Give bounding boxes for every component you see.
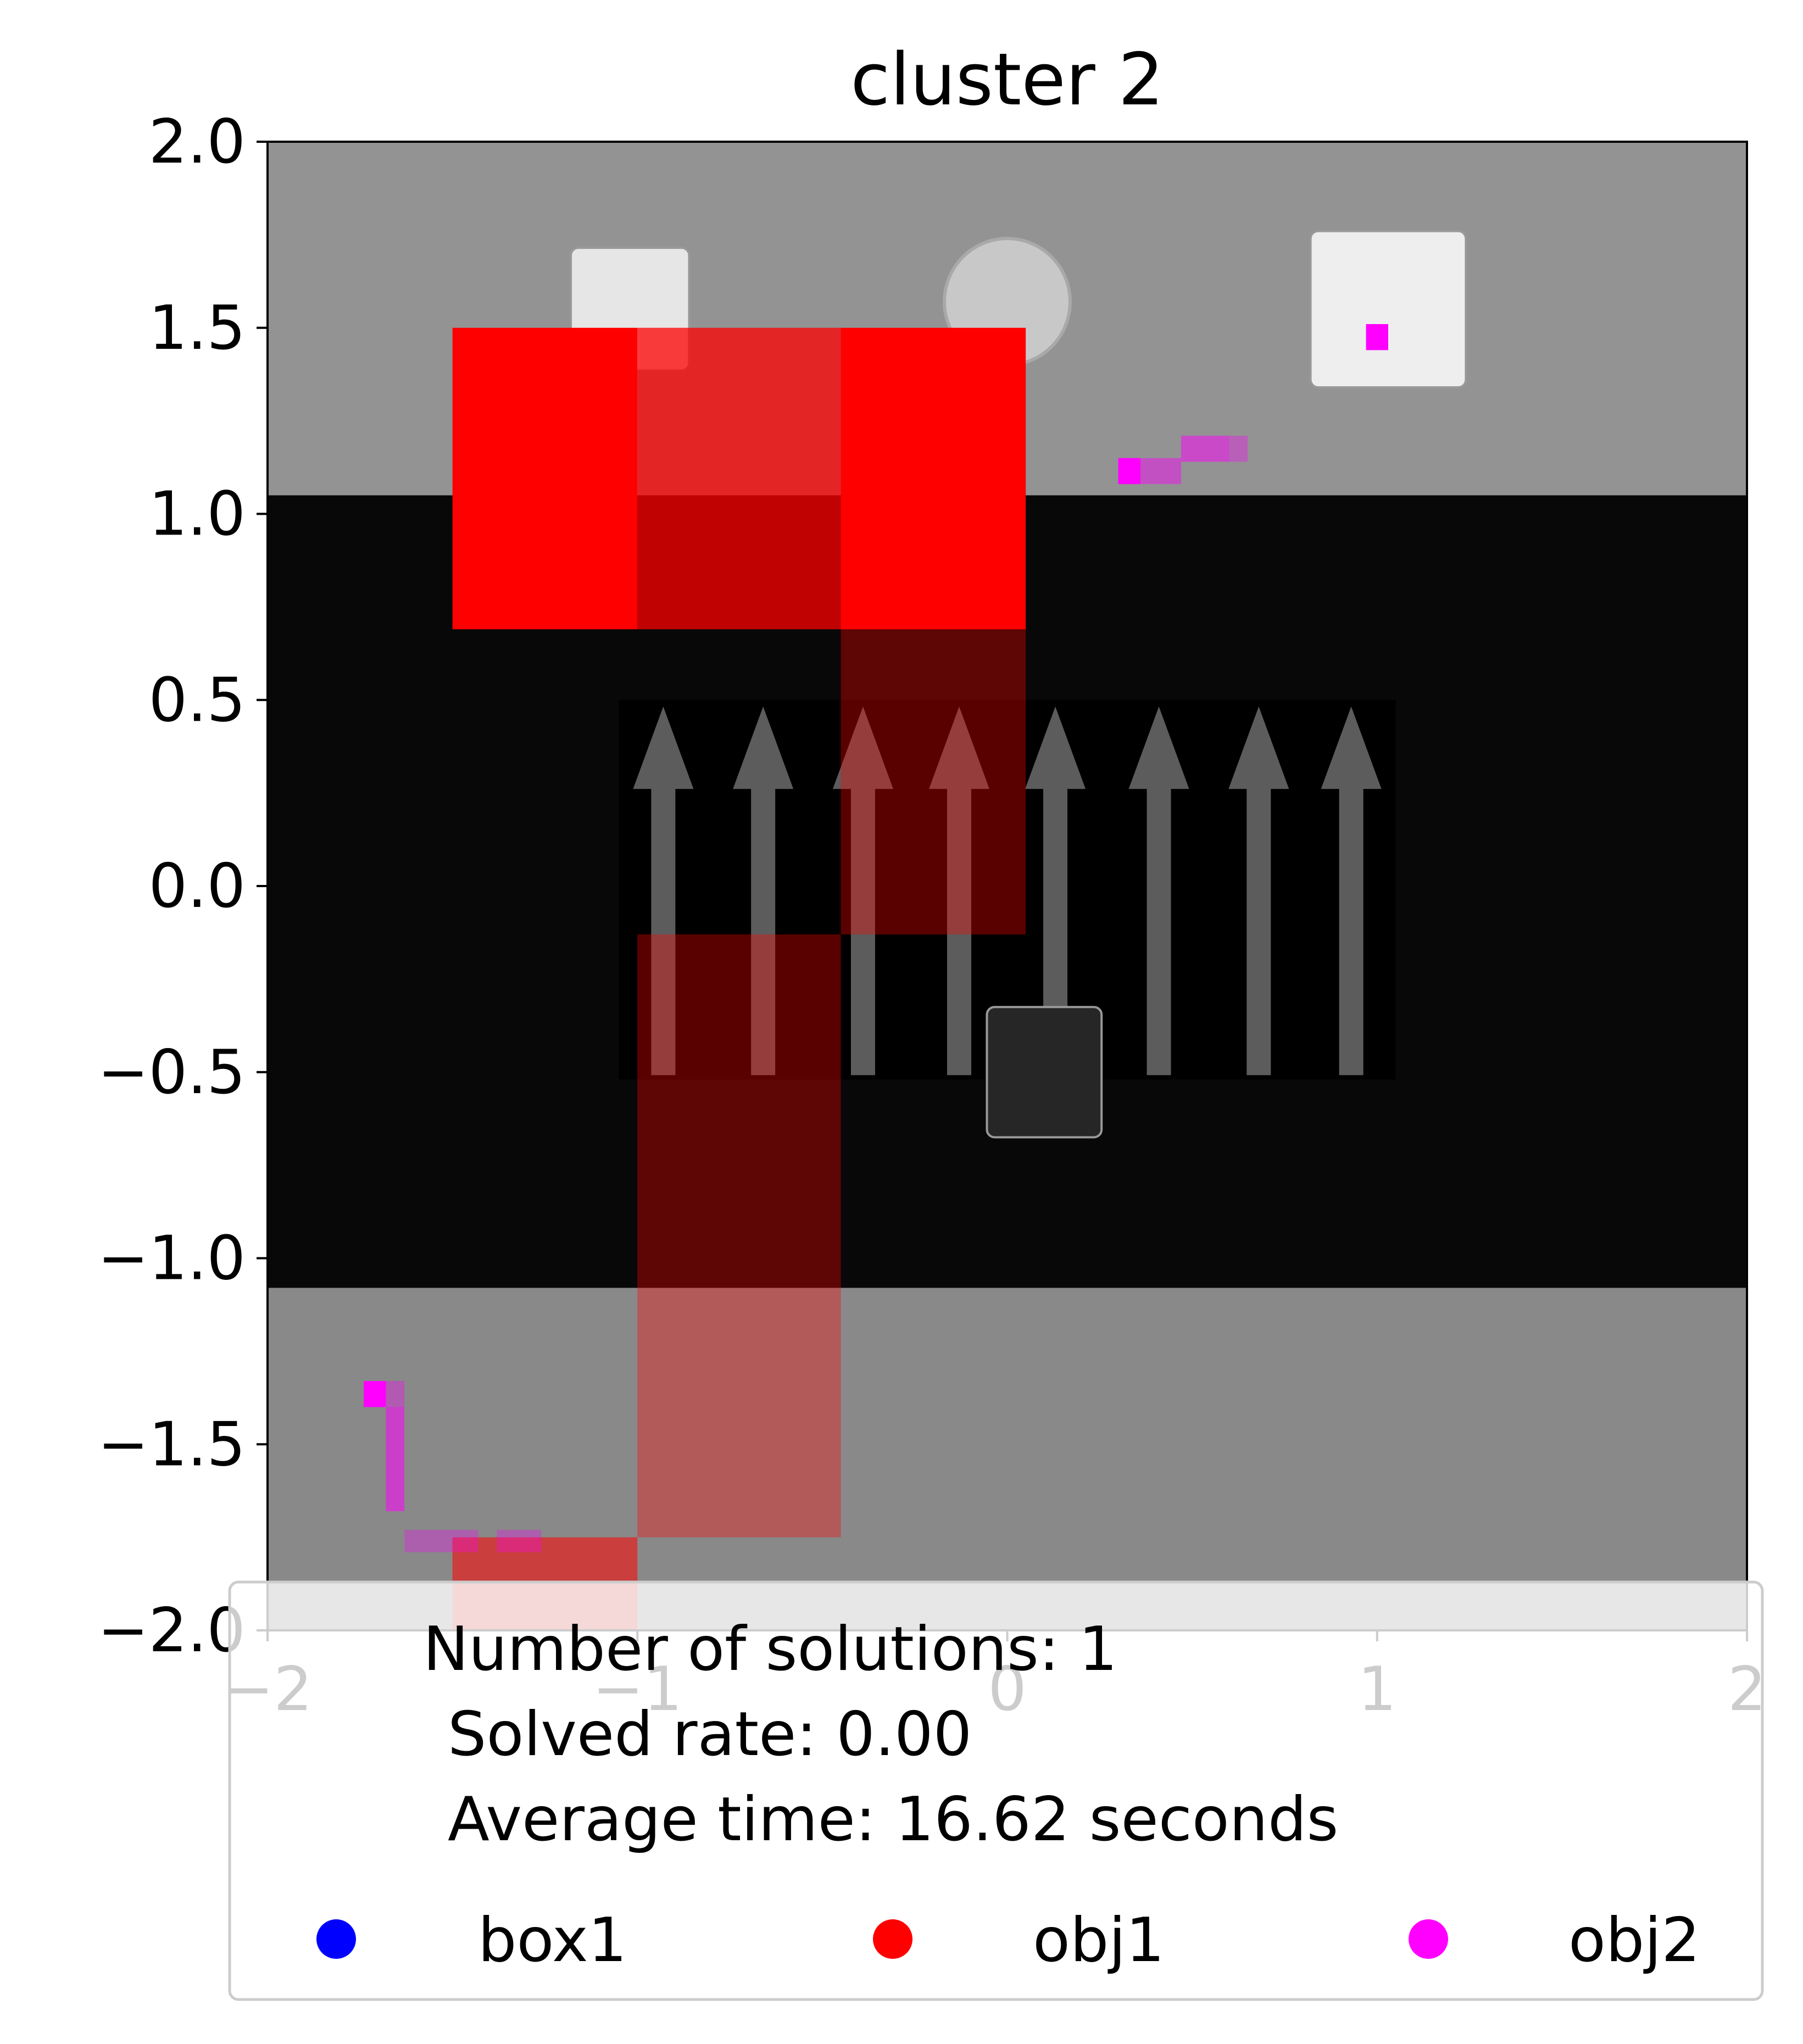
obj2-cell (1140, 458, 1181, 484)
y-tick-label: −1.5 (97, 1409, 246, 1480)
obj1-cell (637, 934, 841, 1538)
legend-marker-box1 (316, 1919, 356, 1959)
conveyor-arrow-icon (733, 706, 794, 1076)
conveyor-arrow-icon (633, 706, 694, 1076)
conveyor-arrow-icon (1321, 706, 1382, 1076)
obj2-cell (386, 1407, 405, 1512)
obj2-cell (1181, 436, 1229, 462)
legend-label-box1: box1 (478, 1905, 627, 1976)
y-tick-label: −1.0 (97, 1223, 246, 1294)
obj1-cell (841, 327, 1026, 630)
dark-box (986, 1006, 1103, 1139)
legend-stat-line: Number of solutions: 1 (423, 1614, 1117, 1685)
legend-stat-line: Average time: 16.62 seconds (448, 1784, 1338, 1855)
chart-title: cluster 2 (850, 37, 1164, 121)
y-tick-label: 1.0 (148, 479, 246, 550)
obj2-cell (1229, 436, 1248, 462)
y-tick-label: 2.0 (148, 107, 246, 177)
obj2-cell (1366, 324, 1388, 350)
conveyor-arrow-icon (1128, 706, 1189, 1076)
legend-box (228, 1580, 1764, 2001)
plot-area (268, 142, 1747, 1630)
legend-marker-obj2 (1409, 1919, 1448, 1959)
y-tick-label: −2.0 (97, 1595, 246, 1666)
obj2-cell (386, 1381, 405, 1407)
legend-marker-obj1 (873, 1919, 912, 1959)
heatmap-cells (364, 324, 1388, 1630)
legend-stat-line: Solved rate: 0.00 (448, 1699, 972, 1770)
y-tick-label: 1.5 (148, 293, 246, 364)
obj2-cell (364, 1381, 386, 1407)
legend: Number of solutions: 1 Solved rate: 0.00 A… (228, 1580, 1764, 2001)
legend-label-obj1: obj1 (1033, 1905, 1165, 1976)
obj1-cell (637, 327, 841, 630)
obj1-cell (841, 629, 1026, 935)
y-tick-label: 0.5 (148, 665, 246, 736)
conveyor-arrow-icon (1228, 706, 1289, 1076)
cube-right (1309, 230, 1467, 389)
conveyor-arrow-icon (1025, 706, 1086, 1076)
y-tick-label: −0.5 (97, 1037, 246, 1108)
conveyor-arrow-icon (928, 706, 989, 1076)
obj1-cell (452, 327, 638, 630)
y-tick-label: 0.0 (148, 851, 246, 922)
obj2-cell (404, 1530, 478, 1552)
conveyor-arrow-icon (832, 706, 893, 1076)
obj2-cell (1118, 458, 1140, 484)
legend-label-obj2: obj2 (1568, 1905, 1700, 1976)
obj2-cell (497, 1530, 542, 1552)
